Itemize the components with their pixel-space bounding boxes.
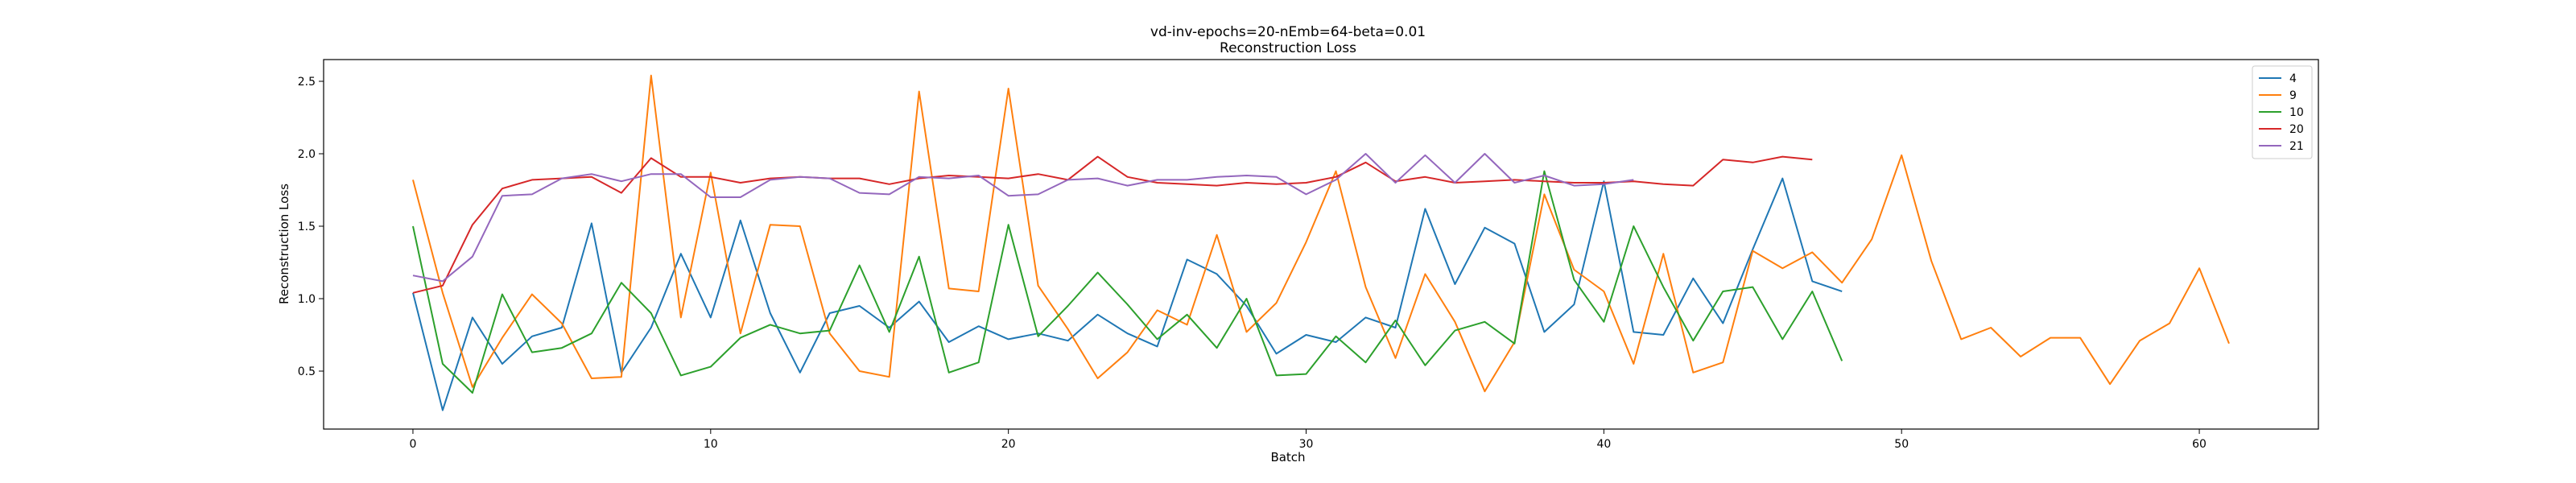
x-axis-label: Batch [1270,450,1305,464]
y-tick-label: 0.5 [298,365,316,378]
y-tick-label: 1.0 [298,293,316,306]
x-tick-label: 50 [1894,438,1909,451]
y-axis-label: Reconstruction Loss [277,184,291,304]
chart-title: vd-inv-epochs=20-nEmb=64-beta=0.01 [1150,24,1426,40]
series-line-9 [412,74,2230,393]
legend-label: 9 [2289,89,2297,102]
x-tick-label: 10 [704,438,718,451]
legend-label: 21 [2289,140,2304,153]
legend-label: 10 [2289,106,2304,119]
plot-frame [323,59,2319,430]
x-tick-label: 20 [1001,438,1016,451]
y-tick-label: 2.0 [298,148,316,161]
x-tick-label: 0 [409,438,416,451]
x-tick-label: 30 [1299,438,1314,451]
series-line-21 [412,153,1634,283]
y-tick-label: 2.5 [298,76,316,89]
legend-box [2252,65,2313,159]
series-line-4 [412,177,1843,411]
x-tick-label: 60 [2192,438,2207,451]
x-tick-label: 40 [1596,438,1611,451]
series-layer [412,74,2230,411]
legend-label: 20 [2289,123,2304,136]
y-tick-label: 1.5 [298,221,316,233]
series-line-20 [412,155,1813,294]
chart-subtitle: Reconstruction Loss [1220,40,1356,56]
legend-label: 4 [2289,72,2297,85]
chart-legend: 4 9 10 20 21 [2252,65,2313,159]
series-line-10 [412,170,1843,394]
ticks-layer: 0 10 20 30 40 50 60 0.5 1.0 1.5 2.0 2.5 [298,76,2207,451]
